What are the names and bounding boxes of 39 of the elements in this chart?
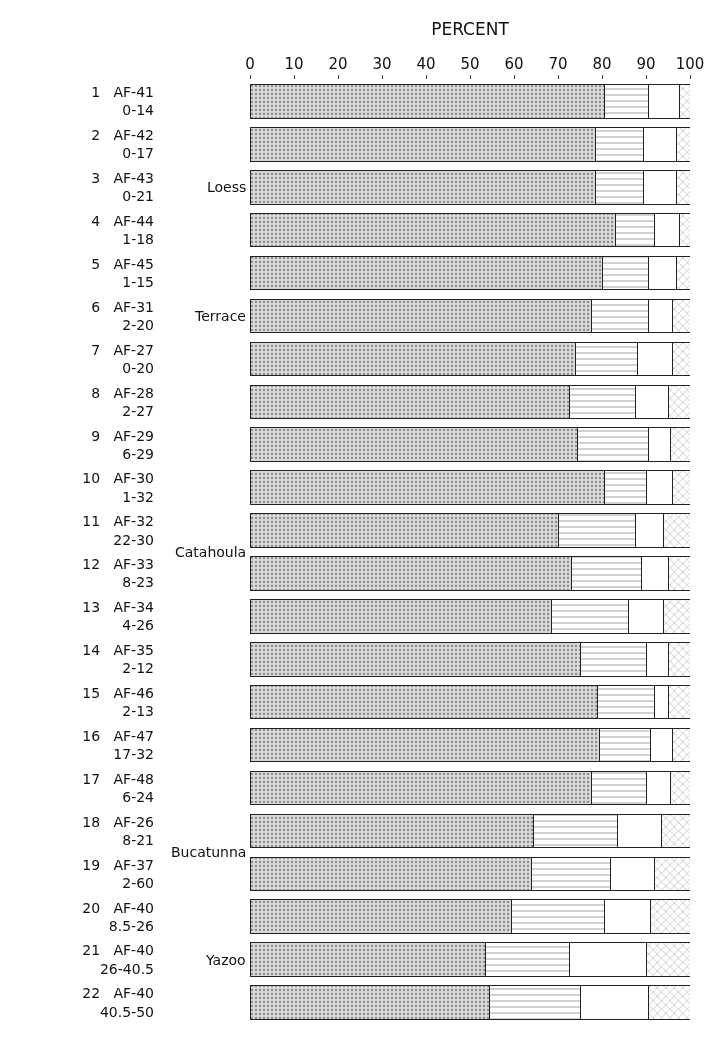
y-tick-label: 1 AF-41 0-14	[91, 84, 155, 119]
y-tick-label: 3 AF-43 0-21	[91, 170, 154, 205]
x-axis-title: PERCENT	[431, 18, 510, 39]
y-tick-label: 11 AF-32 22-30	[82, 513, 154, 548]
x-tick-label: 70	[548, 55, 568, 73]
y-tick-label: 2 AF-42 0-17	[91, 127, 154, 162]
text: Loess	[207, 179, 247, 195]
y-tick-label: 21 AF-40 26-40.5	[82, 942, 154, 977]
text: Bucatunna	[171, 844, 247, 860]
text: Catahoula	[175, 544, 247, 560]
y-tick-label: 5 AF-45 1-15	[91, 255, 154, 291]
x-tick-label: 10	[284, 55, 304, 73]
x-tick-label: 40	[416, 55, 436, 73]
y-tick-label: 7 AF-27 0-20	[91, 341, 154, 376]
x-tick-label: 60	[504, 55, 524, 73]
y-tick-label: 19 AF-37 2-60	[82, 856, 154, 891]
text: Yazoo	[205, 952, 246, 968]
y-tick-label: 17 AF-48 6-24	[82, 770, 155, 805]
x-tick-label: 90	[636, 55, 656, 73]
y-tick-label: 18 AF-26 8-21	[82, 813, 155, 848]
y-tick-label: 9 AF-29 6-29	[91, 427, 154, 462]
y-tick-label: 14 AF-35 2-12	[82, 642, 154, 677]
y-tick-label: 13 AF-34 4-26	[82, 599, 155, 634]
x-tick-label: 50	[460, 55, 480, 73]
y-tick-label: 15 AF-46 2-13	[82, 684, 155, 720]
y-tick-label: 8 AF-28 2-27	[91, 384, 154, 419]
y-tick-label: 20 AF-40 8.5-26	[82, 899, 155, 934]
y-tick-label: 16 AF-47 17-32	[82, 727, 154, 763]
x-tick-label: 30	[372, 55, 392, 73]
x-tick-label: 20	[328, 55, 348, 73]
y-tick-label: 4 AF-44 1-18	[91, 212, 155, 248]
x-tick-label: 0	[245, 55, 255, 73]
x-tick-label: 80	[592, 55, 612, 73]
y-tick-label: 12 AF-33 8-23	[82, 556, 154, 591]
y-tick-label: 22 AF-40 40.5-50	[82, 985, 154, 1020]
x-tick-label: 100	[675, 55, 705, 73]
text: Terrace	[194, 308, 246, 324]
y-tick-label: 10 AF-30 1-32	[82, 470, 154, 505]
y-tick-label: 6 AF-31 2-20	[91, 298, 154, 333]
